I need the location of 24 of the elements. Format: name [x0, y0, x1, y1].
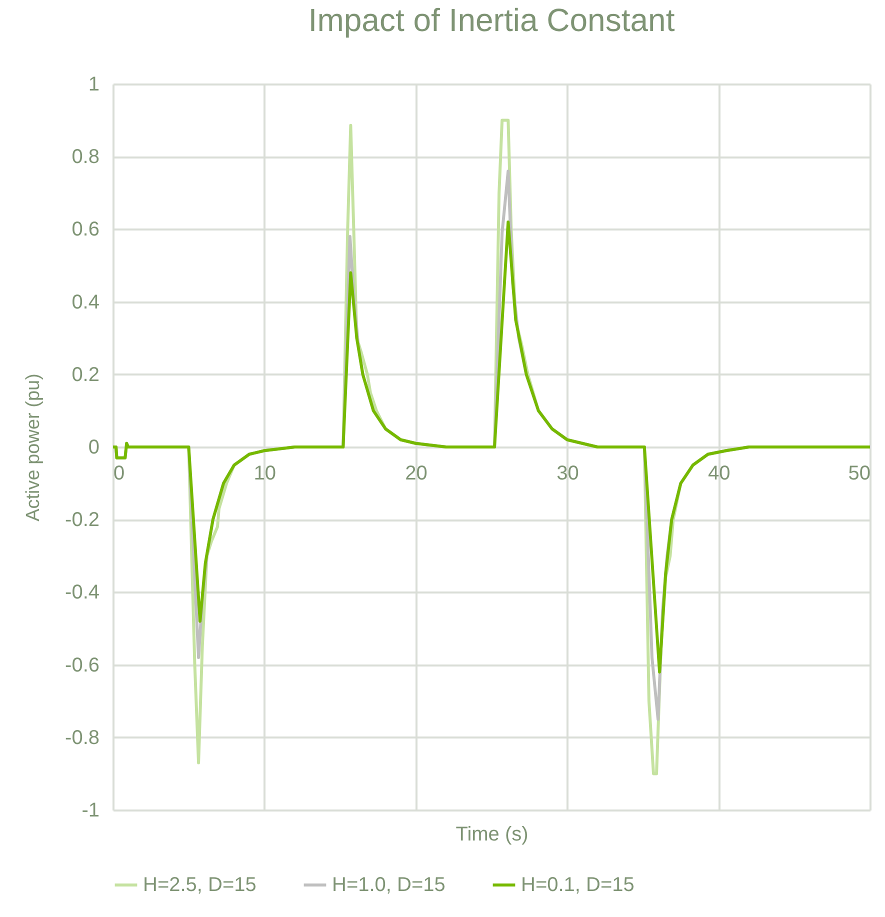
x-tick-label: 40	[708, 462, 730, 484]
y-tick-label: -0.2	[65, 509, 100, 532]
x-tick-label: 50	[848, 462, 870, 484]
y-tick-label: -0.6	[65, 654, 100, 676]
y-tick-label: 0.8	[72, 146, 100, 168]
y-tick-label: -0.4	[65, 582, 100, 604]
line-series	[113, 220, 870, 674]
y-tick-label: -1	[82, 800, 100, 822]
y-tick-label: 0.4	[72, 291, 100, 314]
chart-title: Impact of Inertia Constant	[308, 2, 675, 38]
legend-label: H=0.1, D=15	[521, 874, 634, 896]
x-tick-label: 10	[254, 462, 276, 484]
legend-label: H=2.5, D=15	[143, 874, 256, 896]
y-axis-title: Active power (pu)	[23, 374, 44, 522]
x-axis-title: Time (s)	[456, 824, 528, 846]
y-tick-label: 0.6	[72, 218, 100, 241]
y-tick-label: 0.2	[72, 364, 100, 386]
y-tick-label: 1	[88, 74, 100, 96]
y-tick-label: 0	[88, 436, 100, 458]
y-tick-label: -0.8	[65, 726, 100, 749]
x-tick-label: 20	[405, 462, 428, 484]
legend-label: H=1.0, D=15	[332, 874, 446, 896]
x-tick-label: 0	[114, 462, 125, 484]
x-tick-label: 30	[556, 462, 579, 484]
